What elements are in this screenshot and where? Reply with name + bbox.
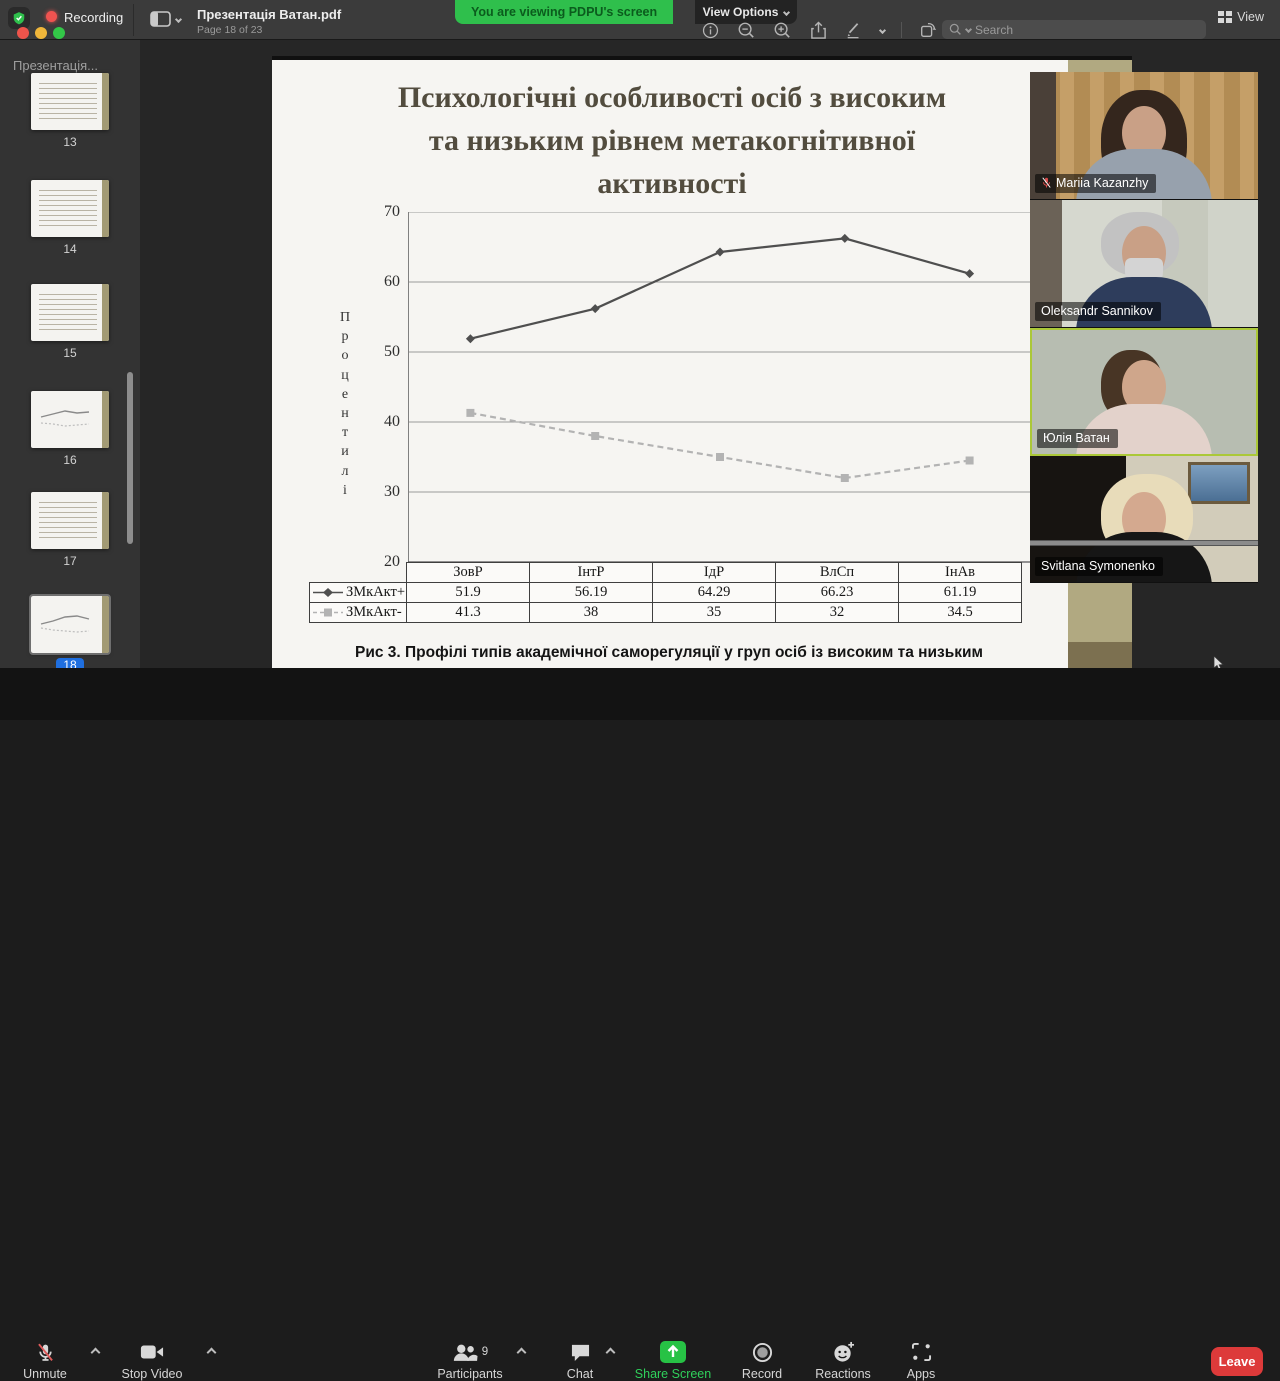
chevron-down-icon[interactable] bbox=[878, 26, 887, 34]
view-button[interactable]: View bbox=[1218, 10, 1264, 24]
participant-name-tag: Юлія Ватан bbox=[1037, 429, 1118, 448]
participant-name-tag: Svitlana Symonenko bbox=[1035, 557, 1163, 576]
titlebar-divider bbox=[133, 4, 134, 36]
reactions-smiley-icon bbox=[833, 1341, 854, 1362]
record-button[interactable]: Record bbox=[733, 1341, 791, 1381]
search-input[interactable] bbox=[975, 22, 1145, 37]
share-screen-icon bbox=[660, 1341, 686, 1363]
document-title: Презентація Ватан.pdf bbox=[197, 7, 342, 22]
apps-button[interactable]: Apps bbox=[896, 1341, 946, 1381]
sidebar-scrollbar[interactable] bbox=[127, 372, 133, 544]
y-axis-ticks: 70 60 50 40 30 20 bbox=[384, 203, 400, 570]
video-options-chevron[interactable] bbox=[206, 1347, 217, 1358]
security-shield-icon bbox=[8, 7, 30, 29]
participant-name-tag: Mariia Kazanzhy bbox=[1035, 174, 1157, 193]
rotate-icon[interactable] bbox=[918, 21, 938, 39]
shelf-bar bbox=[1030, 539, 1258, 546]
page-thumbnail-18[interactable]: 18 bbox=[0, 594, 140, 674]
participant-video-oleksandr[interactable]: Oleksandr Sannikov bbox=[1030, 200, 1258, 328]
search-field[interactable] bbox=[942, 20, 1206, 39]
zoom-in-icon[interactable] bbox=[772, 21, 792, 39]
participant-name-tag: Oleksandr Sannikov bbox=[1035, 302, 1161, 321]
participant-video-svitlana[interactable]: Svitlana Symonenko bbox=[1030, 455, 1258, 583]
search-icon bbox=[949, 23, 961, 35]
figure-caption: Рис 3. Профілі типів академічної саморег… bbox=[354, 644, 983, 661]
page-thumbnail-14[interactable]: 14 bbox=[0, 180, 140, 258]
video-camera-icon bbox=[140, 1345, 164, 1359]
participants-icon bbox=[453, 1344, 478, 1361]
page-indicator: Page 18 of 23 bbox=[197, 24, 263, 36]
slide-title: Психологічні особливості осіб з високим … bbox=[397, 81, 947, 200]
markup-pen-icon[interactable] bbox=[844, 21, 864, 39]
share-export-icon[interactable] bbox=[808, 20, 828, 39]
page-thumbnail-13[interactable]: 13 bbox=[0, 73, 140, 151]
chat-button[interactable]: Chat bbox=[552, 1341, 608, 1381]
recording-label: Recording bbox=[64, 10, 124, 25]
meeting-toolbar: Unmute Stop Video 9 Participants Chat bbox=[0, 668, 1280, 1381]
recording-indicator-dot bbox=[46, 11, 57, 22]
zoom-out-icon[interactable] bbox=[736, 21, 756, 39]
fullscreen-window-button[interactable] bbox=[53, 27, 65, 39]
chevron-down-icon bbox=[964, 25, 973, 34]
view-grid-icon bbox=[1218, 11, 1233, 23]
audio-options-chevron[interactable] bbox=[90, 1347, 101, 1358]
participant-video-yuliia-active-speaker[interactable]: Юлія Ватан bbox=[1030, 328, 1258, 456]
sidebar-section-header: Презентація... bbox=[13, 58, 98, 73]
close-window-button[interactable] bbox=[17, 27, 29, 39]
window-titlebar: Recording Презентація Ватан.pdf Page 18 … bbox=[0, 0, 1280, 40]
participants-options-chevron[interactable] bbox=[516, 1347, 527, 1358]
reactions-button[interactable]: Reactions bbox=[808, 1341, 878, 1381]
chart-plot-svg bbox=[408, 212, 1032, 563]
page-thumbnail-17[interactable]: 17 bbox=[0, 492, 140, 570]
chat-bubble-icon bbox=[571, 1344, 589, 1361]
participant-video-mariia[interactable]: Mariia Kazanzhy bbox=[1030, 72, 1258, 200]
chevron-down-icon bbox=[783, 8, 791, 16]
apps-icon bbox=[911, 1342, 931, 1362]
view-options-button[interactable]: View Options bbox=[695, 0, 797, 24]
unmute-button[interactable]: Unmute bbox=[10, 1341, 80, 1381]
wall-painting bbox=[1188, 461, 1250, 504]
chevron-down-icon bbox=[174, 15, 183, 23]
toolbar-divider bbox=[901, 22, 902, 38]
muted-mic-icon bbox=[1042, 177, 1051, 188]
muted-mic-icon bbox=[37, 1343, 53, 1361]
chart-table: ЗовР ІнтР ІдР ВлСп ІнАв ЗМкАкт+ 51.9 56.19 64.29… bbox=[309, 562, 1022, 623]
thumbnail-sidebar: Презентація... 13 14 15 16 17 18 bbox=[0, 40, 140, 672]
participants-count: 9 bbox=[481, 1346, 489, 1358]
sidebar-toggle-button[interactable] bbox=[150, 11, 183, 27]
participants-button[interactable]: 9 Participants bbox=[430, 1341, 510, 1381]
slide-page-18: Психологічні особливості осіб з високим … bbox=[272, 56, 1132, 668]
video-scene bbox=[1030, 455, 1258, 583]
info-icon[interactable] bbox=[700, 21, 720, 39]
record-icon bbox=[752, 1342, 772, 1362]
page-thumbnail-16[interactable]: 16 bbox=[0, 391, 140, 469]
stop-video-button[interactable]: Stop Video bbox=[112, 1341, 192, 1381]
page-thumbnail-15[interactable]: 15 bbox=[0, 284, 140, 362]
minimize-window-button[interactable] bbox=[35, 27, 47, 39]
leave-button[interactable]: Leave bbox=[1211, 1347, 1263, 1376]
screen-share-banner: You are viewing PDPU's screen bbox=[455, 0, 674, 24]
share-screen-button[interactable]: Share Screen bbox=[626, 1341, 720, 1381]
